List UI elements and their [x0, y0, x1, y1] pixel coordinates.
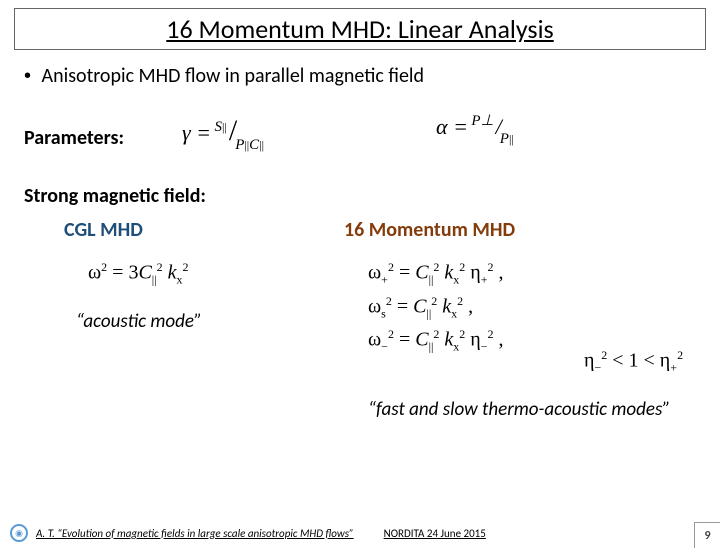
content-area: • Anisotropic MHD flow in parallel magne… [0, 50, 720, 448]
momentum-heading: 16 Momentum MHD [344, 218, 704, 242]
footer-venue: NORDITA 24 June 2015 [384, 527, 486, 540]
momentum-eq-plus: ω+2 = C||2 kx2 η+2 , [368, 260, 704, 288]
strong-field-label: Strong magnetic field: [24, 184, 696, 208]
momentum-eq-s: ωs2 = C||2 kx2 , [368, 294, 704, 322]
gamma-equation: γ = S||/P||C|| [182, 114, 266, 148]
momentum-column: 16 Momentum MHD ω+2 = C||2 kx2 η+2 , ωs2… [344, 218, 704, 361]
title-bar: 16 Momentum MHD: Linear Analysis [14, 8, 706, 50]
eta-inequality: η−2 < 1 < η+2 [584, 348, 683, 376]
bullet-icon: • [24, 65, 31, 87]
slide-title: 16 Momentum MHD: Linear Analysis [166, 13, 553, 45]
subtitle-line: • Anisotropic MHD flow in parallel magne… [24, 64, 696, 88]
thermo-mode-label: “fast and slow thermo-acoustic modes” [368, 398, 670, 421]
two-column-region: CGL MHD ω2 = 3C||2 kx2 “acoustic mode” 1… [24, 218, 696, 448]
alpha-equation: α = P⊥/P|| [436, 114, 516, 140]
footer: ◉ A. T. “Evolution of magnetic fields in… [0, 518, 720, 548]
parameters-label: Parameters: [24, 126, 124, 150]
footer-author: A. T. “Evolution of magnetic fields in l… [36, 527, 354, 540]
page-number: 9 [694, 522, 720, 548]
acoustic-mode-label: “acoustic mode” [76, 310, 324, 333]
cgl-column: CGL MHD ω2 = 3C||2 kx2 “acoustic mode” [64, 218, 324, 333]
logo-icon: ◉ [10, 524, 28, 542]
subtitle-text: Anisotropic MHD flow in parallel magneti… [42, 64, 424, 88]
cgl-heading: CGL MHD [64, 218, 324, 242]
parameters-row: Parameters: γ = S||/P||C|| α = P⊥/P|| [24, 114, 696, 170]
cgl-equation: ω2 = 3C||2 kx2 [88, 260, 324, 288]
